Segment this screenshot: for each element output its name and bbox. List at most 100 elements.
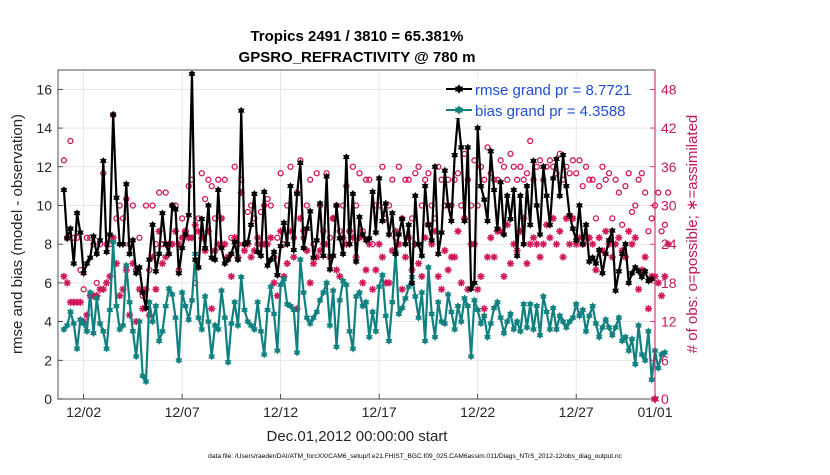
bias-point [533,302,541,311]
bias-point [277,280,285,289]
bias-point [280,275,288,284]
rmse-point [553,155,560,164]
obs-assimilated-point [523,259,531,268]
bias-point [211,321,219,330]
obs-assimilated-point [437,285,446,293]
rmse-series-line [62,72,653,310]
obs-assimilated-point [638,266,646,274]
rmse-point [487,147,495,156]
rmse-point [106,230,114,239]
rmse-point [96,236,104,245]
obs-assimilated-point [664,240,672,248]
rmse-point [80,269,88,278]
obs-possible-point [366,176,373,183]
rmse-point [247,220,255,229]
rmse-point [424,220,432,229]
obs-assimilated-point [497,227,505,235]
rmse-point [313,236,321,245]
y-axis-label-right: # of obs: o=possible; ∗=assimilated [684,115,701,354]
rmse-point [438,228,446,237]
rmse-point [474,124,482,133]
obs-assimilated-point [477,272,485,281]
bias-point [119,321,127,330]
rmse-point [526,220,534,229]
bias-point [93,294,101,303]
obs-assimilated-point [148,253,157,261]
rmse-point [497,178,505,187]
bias-point [296,255,304,264]
rmse-point [421,182,429,191]
rmse-point [520,240,528,249]
obs-possible-point [277,170,284,177]
obs-possible-point [605,170,613,177]
obs-possible-point [93,279,100,287]
bias-point [63,321,71,330]
rmse-point [621,240,629,249]
rmse-point [290,245,298,254]
obs-possible-point [520,176,527,183]
rmse-point [562,182,570,191]
obs-assimilated-point [227,272,235,281]
obs-assimilated-point [112,259,121,268]
obs-assimilated-point [323,240,331,248]
obs-assimilated-point [569,214,577,222]
rmse-point [119,240,127,249]
rmse-point [385,230,393,239]
rmse-point [333,201,340,210]
bias-point [237,273,245,282]
bias-point [375,282,383,291]
obs-possible-point [513,176,521,183]
rmse-point [178,244,186,253]
bias-point [372,327,380,336]
bias-point [221,313,229,322]
rmse-point [484,216,491,225]
bias-point [247,321,255,330]
obs-assimilated-point [388,247,396,255]
obs-assimilated-point [155,227,163,235]
rmse-point [283,240,291,249]
rmse-point [355,213,363,222]
obs-possible-point [362,176,370,183]
rmse-point [181,230,189,239]
rmse-point [296,158,304,167]
obs-assimilated-point [175,240,183,248]
bias-point [612,323,620,332]
obs-possible-point [356,170,363,177]
bias-point [530,325,537,334]
rmse-point [546,220,554,229]
obs-assimilated-point [270,279,278,287]
rmse-point [559,151,567,160]
obs-assimilated-point [208,305,216,313]
series-layer [60,69,672,404]
obs-assimilated-point [316,247,324,255]
rmse-point [411,191,419,200]
obs-assimilated-point [171,227,180,235]
obs-possible-point [536,157,544,164]
rmse-point [625,278,633,287]
obs-assimilated-point [277,227,285,235]
rmse-point [349,189,357,198]
bias-point [484,333,491,342]
bias-point [562,323,570,332]
legend-marker-bias [454,105,464,115]
obs-assimilated-point [516,227,524,235]
obs-assimilated-point [247,253,255,261]
obs-possible-point [500,163,508,170]
x-tick-label: 12/27 [559,404,594,420]
obs-possible-point [566,170,573,177]
bias-point [579,305,587,314]
obs-assimilated-point [611,240,620,248]
rmse-point [67,224,74,233]
rmse-point [467,284,475,293]
obs-assimilated-point [487,234,495,242]
obs-possible-point [596,182,603,190]
obs-assimilated-point [106,272,114,281]
rmse-point [70,259,78,268]
rmse-point [152,267,160,276]
rmse-point [405,220,413,229]
bias-point [553,325,560,334]
bias-point [162,302,170,311]
rmse-point [326,265,334,274]
bias-point [467,352,475,361]
bias-point [264,305,271,314]
